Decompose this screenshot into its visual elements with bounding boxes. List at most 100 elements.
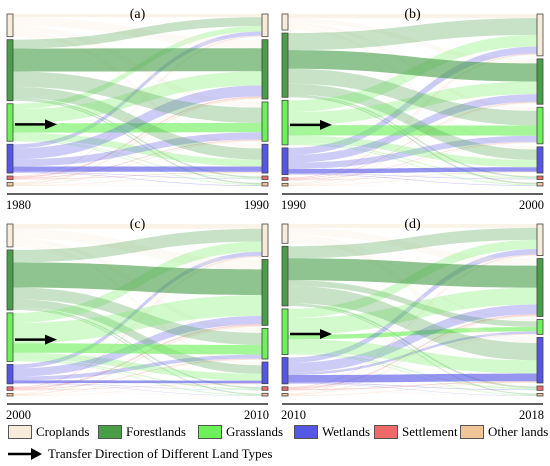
node-right-other-lands <box>536 182 544 187</box>
legend-item-other-lands: Other lands <box>460 424 548 440</box>
node-right-wetlands <box>536 336 544 384</box>
flow-other-lands-to-grasslands <box>288 142 537 186</box>
year-label-start: 2010 <box>281 408 306 422</box>
flow-other-lands-to-croplands <box>13 36 262 184</box>
node-left-forestlands <box>6 39 14 102</box>
right-arrow-icon <box>290 119 332 130</box>
flow-forestlands-to-grasslands <box>13 287 262 345</box>
flow-wetlands-to-croplands <box>288 249 537 363</box>
year-label-end: 2018 <box>519 408 544 422</box>
flow-forestlands-to-grasslands <box>288 280 537 327</box>
flow-forestlands-to-forestlands <box>288 50 537 82</box>
settlement-swatch <box>374 425 398 439</box>
flow-wetlands-to-forestlands <box>288 304 537 373</box>
flow-settlement-to-wetlands <box>13 171 262 180</box>
node-left-wetlands <box>6 143 14 174</box>
flow-grasslands-to-forestlands <box>13 71 262 124</box>
arrow-head <box>45 119 57 130</box>
panel-2: (b) 1990 2000 <box>281 7 544 212</box>
flow-other-lands-to-croplands <box>288 54 537 185</box>
flow-wetlands-to-croplands <box>13 251 262 369</box>
flow-wetlands-to-croplands <box>288 46 537 156</box>
flow-grasslands-to-settlement <box>13 139 262 179</box>
flow-settlement-to-other-lands <box>288 390 537 396</box>
flow-grasslands-to-grasslands <box>13 122 262 133</box>
flow-croplands-to-other-lands <box>288 242 537 394</box>
flow-wetlands-to-wetlands <box>13 166 262 172</box>
legend-label-forestlands: Forestlands <box>126 424 186 439</box>
panel-3: (c) 2000 2010 <box>6 217 269 422</box>
flow-croplands-to-forestlands <box>13 228 262 270</box>
legend-item-croplands: Croplands <box>8 424 94 440</box>
node-left-croplands <box>6 223 14 248</box>
arrow-legend-label: Transfer Direction of Different Land Typ… <box>48 446 273 461</box>
flow-settlement-to-other-lands <box>13 390 262 397</box>
flow-croplands-to-other-lands <box>288 29 537 183</box>
flow-wetlands-to-grasslands <box>13 354 262 381</box>
flow-croplands-to-other-lands <box>13 246 262 394</box>
flow-settlement-to-other-lands <box>288 180 537 186</box>
flow-croplands-to-forestlands <box>13 17 262 49</box>
flow-grasslands-to-settlement <box>288 142 537 179</box>
flow-croplands-to-settlement <box>13 246 262 388</box>
wetlands-swatch <box>294 425 318 439</box>
flow-other-lands-to-grasslands <box>288 334 537 396</box>
flow-forestlands-to-settlement <box>288 94 537 178</box>
arrow-legend: Transfer Direction of Different Land Typ… <box>8 446 548 462</box>
legend: Croplands Forestlands Grasslands Wetland… <box>8 424 548 466</box>
node-right-settlement <box>536 385 544 391</box>
node-left-forestlands <box>281 245 289 307</box>
node-right-forestlands <box>536 258 544 317</box>
flow-wetlands-to-forestlands <box>13 85 262 160</box>
node-right-grasslands <box>261 101 269 142</box>
flow-settlement-to-forestlands <box>288 101 537 180</box>
node-left-other-lands <box>281 392 289 397</box>
flow-grasslands-to-forestlands <box>288 81 537 126</box>
flow-croplands-to-wetlands <box>288 26 537 150</box>
node-left-grasslands <box>281 308 289 355</box>
year-label-start: 2000 <box>6 408 31 422</box>
year-label-end: 1990 <box>244 198 269 212</box>
flow-grasslands-to-other-lands <box>13 360 262 396</box>
flow-grasslands-to-grasslands <box>13 343 262 355</box>
flow-settlement-to-croplands <box>13 35 262 177</box>
arrow-head <box>320 329 332 340</box>
flow-forestlands-to-croplands <box>13 17 262 49</box>
flow-other-lands-to-settlement <box>288 179 537 186</box>
node-right-grasslands <box>536 319 544 335</box>
flow-other-lands-to-grasslands <box>13 359 262 396</box>
node-right-grasslands <box>536 106 544 145</box>
flow-other-lands-to-forestlands <box>288 102 537 185</box>
year-label-start: 1980 <box>6 198 31 212</box>
flow-other-lands-to-forestlands <box>13 325 262 396</box>
flow-forestlands-to-croplands <box>13 228 262 263</box>
flow-settlement-to-forestlands <box>288 314 537 389</box>
panel-label: (c) <box>130 217 146 232</box>
flow-wetlands-to-wetlands <box>288 167 537 174</box>
node-left-wetlands <box>281 147 289 176</box>
node-right-settlement <box>536 175 544 180</box>
flow-croplands-to-forestlands <box>288 18 537 64</box>
node-left-wetlands <box>6 364 14 385</box>
node-right-forestlands <box>536 58 544 105</box>
flow-forestlands-to-other-lands <box>288 95 537 185</box>
flow-wetlands-to-other-lands <box>13 383 262 396</box>
flow-forestlands-to-forestlands <box>288 258 537 288</box>
flow-grasslands-to-settlement <box>13 359 262 390</box>
grasslands-swatch <box>198 425 222 439</box>
flow-croplands-to-settlement <box>288 242 537 387</box>
node-left-grasslands <box>6 103 14 142</box>
flow-other-lands-to-forestlands <box>13 97 262 185</box>
flow-settlement-to-croplands <box>288 53 537 179</box>
flow-settlement-to-croplands <box>13 255 262 388</box>
flow-forestlands-to-forestlands <box>13 262 262 296</box>
node-left-forestlands <box>281 32 289 98</box>
flow-other-lands-to-settlement <box>13 390 262 396</box>
node-right-grasslands <box>261 327 269 360</box>
node-right-forestlands <box>261 259 269 326</box>
flow-croplands-to-forestlands <box>288 227 537 266</box>
flow-other-lands-to-settlement <box>288 390 537 396</box>
flow-forestlands-to-wetlands <box>288 285 537 361</box>
node-right-settlement <box>261 175 269 180</box>
